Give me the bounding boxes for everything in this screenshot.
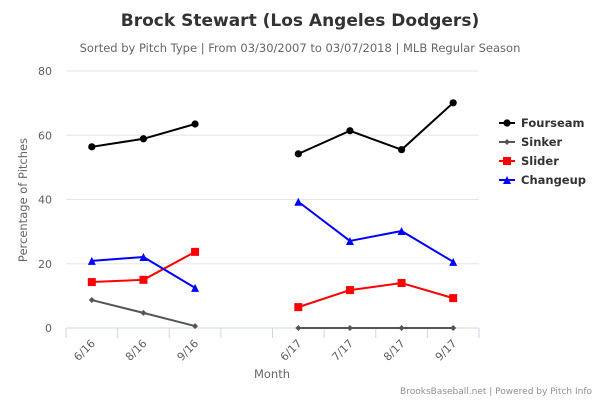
data-point[interactable] <box>397 226 406 235</box>
data-point[interactable] <box>294 197 303 206</box>
y-tick-label: 20 <box>38 258 52 271</box>
y-tick-label: 0 <box>45 322 52 335</box>
legend-symbol <box>503 176 511 184</box>
series-sinker <box>88 297 457 331</box>
legend-item-slider[interactable]: Slider <box>499 154 559 168</box>
data-point[interactable] <box>191 120 199 128</box>
series-slider <box>87 247 458 312</box>
data-point[interactable] <box>450 325 457 331</box>
data-point[interactable] <box>191 283 200 292</box>
x-axis-title: Month <box>254 367 290 381</box>
data-point[interactable] <box>88 297 95 304</box>
x-tick-label: 8/17 <box>381 337 408 364</box>
data-point[interactable] <box>449 294 458 303</box>
data-point[interactable] <box>346 325 353 331</box>
legend: Fourseam Sinker Slider Changeup <box>499 116 586 187</box>
legend-item-fourseam[interactable]: Fourseam <box>499 116 585 130</box>
legend-item-sinker[interactable]: Sinker <box>499 135 563 149</box>
data-point[interactable] <box>87 256 96 265</box>
y-axis-ticks: 0 20 40 60 80 <box>38 65 52 335</box>
credits[interactable]: BrooksBaseball.net | Powered by Pitch In… <box>400 387 592 397</box>
data-point[interactable] <box>345 236 354 245</box>
gridlines <box>66 70 479 265</box>
data-point[interactable] <box>345 286 354 295</box>
legend-label: Fourseam <box>521 116 585 130</box>
series-line <box>297 200 454 263</box>
data-point[interactable] <box>88 143 96 151</box>
data-point[interactable] <box>397 279 406 288</box>
series-line <box>297 102 454 155</box>
chart-title: Brock Stewart (Los Angeles Dodgers) <box>121 11 479 31</box>
data-point[interactable] <box>192 323 199 330</box>
x-tick-label: 8/16 <box>123 337 150 364</box>
data-point[interactable] <box>139 275 148 284</box>
x-tick-label: 7/17 <box>329 337 356 364</box>
legend-label: Changeup <box>521 173 586 187</box>
x-tick-label: 9/17 <box>433 337 460 364</box>
data-point[interactable] <box>191 247 200 256</box>
chart-subtitle: Sorted by Pitch Type | From 03/30/2007 t… <box>80 41 521 55</box>
data-point[interactable] <box>449 99 457 107</box>
legend-label: Slider <box>521 154 559 168</box>
y-tick-label: 60 <box>38 129 52 142</box>
y-tick-label: 80 <box>38 65 52 78</box>
y-axis-title: Percentage of Pitches <box>16 138 30 262</box>
data-point[interactable] <box>295 325 302 331</box>
series-fourseam <box>88 99 457 158</box>
data-point[interactable] <box>139 253 148 262</box>
data-point[interactable] <box>139 135 148 143</box>
data-point[interactable] <box>140 309 147 316</box>
legend-item-changeup[interactable]: Changeup <box>499 173 586 187</box>
legend-symbol <box>503 119 511 127</box>
x-tick-label: 6/17 <box>278 337 305 364</box>
series-group <box>87 99 458 331</box>
series-changeup <box>87 197 458 292</box>
data-point[interactable] <box>87 278 96 287</box>
legend-symbol <box>504 139 510 145</box>
data-point[interactable] <box>294 150 302 158</box>
data-point[interactable] <box>398 325 405 331</box>
legend-label: Sinker <box>521 135 563 149</box>
legend-symbol <box>503 157 511 165</box>
x-tick-label: 6/16 <box>71 337 98 364</box>
data-point[interactable] <box>449 257 458 266</box>
data-point[interactable] <box>397 146 406 154</box>
data-point[interactable] <box>346 127 354 135</box>
data-point[interactable] <box>294 303 303 312</box>
x-axis: 6/16 8/16 9/16 6/17 7/17 8/17 9/17 <box>65 327 480 364</box>
x-tick-label: 9/16 <box>175 337 202 364</box>
y-tick-label: 40 <box>38 194 52 207</box>
series-line <box>297 282 454 309</box>
